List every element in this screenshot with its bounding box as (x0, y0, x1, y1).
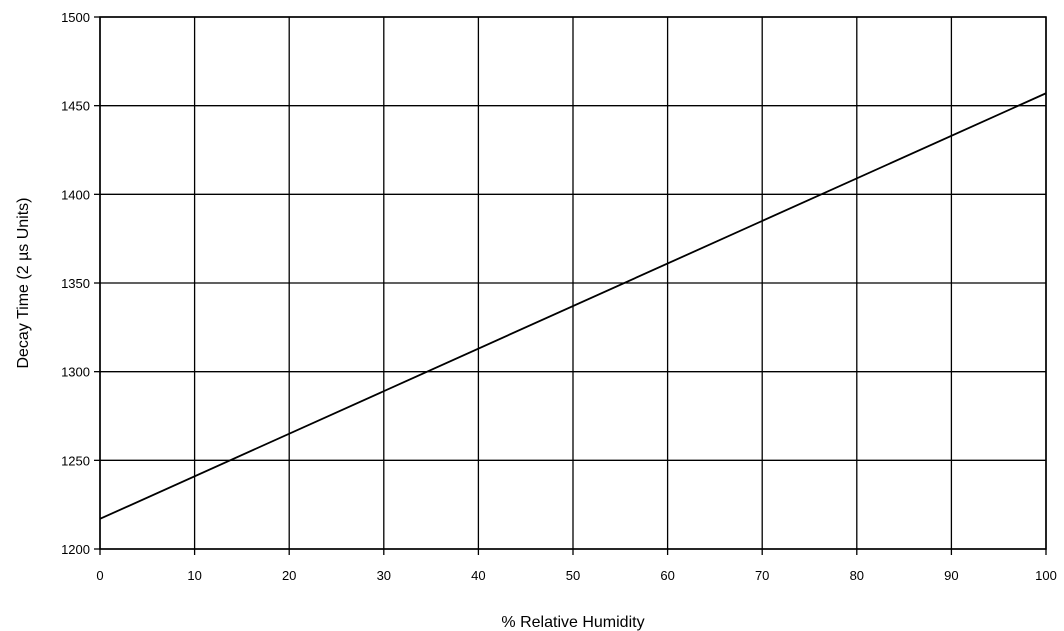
x-axis-ticks: 0 10 20 30 40 50 60 70 80 90 100 (96, 549, 1057, 583)
x-tick-label: 20 (282, 568, 296, 583)
x-tick-label: 40 (471, 568, 485, 583)
y-tick-label: 1500 (61, 10, 90, 25)
x-axis-title: % Relative Humidity (501, 614, 644, 631)
y-tick-label: 1450 (61, 99, 90, 114)
x-tick-label: 70 (755, 568, 769, 583)
x-tick-label: 10 (187, 568, 201, 583)
y-axis-ticks: 1200 1250 1300 1350 1400 1450 1500 (61, 10, 100, 557)
y-tick-label: 1350 (61, 276, 90, 291)
x-tick-label: 30 (377, 568, 391, 583)
x-tick-label: 90 (944, 568, 958, 583)
y-tick-label: 1300 (61, 365, 90, 380)
series-layer (99, 92, 1047, 520)
x-tick-label: 60 (660, 568, 674, 583)
x-tick-label: 50 (566, 568, 580, 583)
x-tick-label: 0 (96, 568, 103, 583)
x-tick-label: 80 (850, 568, 864, 583)
series-line (99, 92, 1047, 520)
x-tick-label: 100 (1035, 568, 1057, 583)
y-tick-label: 1250 (61, 453, 90, 468)
y-tick-label: 1200 (61, 542, 90, 557)
y-axis-title: Decay Time (2 µs Units) (15, 197, 32, 368)
y-tick-label: 1400 (61, 187, 90, 202)
